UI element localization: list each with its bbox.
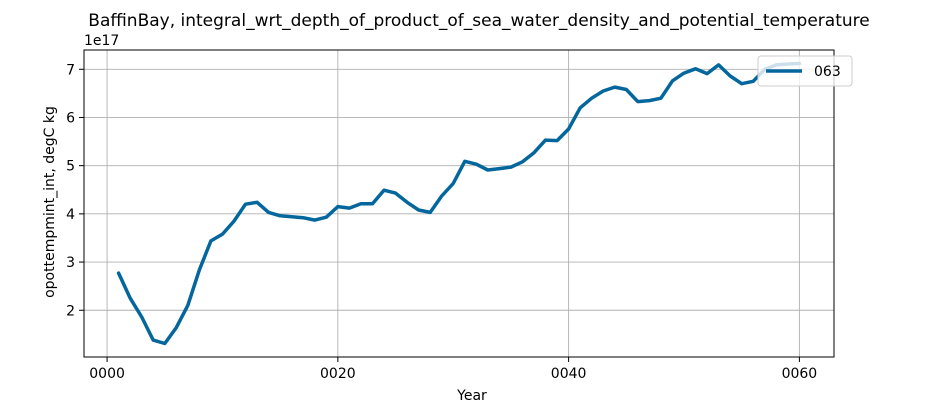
plot-frame bbox=[83, 49, 835, 358]
series-layer bbox=[116, 61, 802, 346]
y-axis-label: opottempmint_int, degC kg bbox=[42, 106, 58, 298]
y-offset-label: 1e17 bbox=[84, 33, 119, 49]
series-line bbox=[116, 61, 802, 346]
y-tick-label: 6 bbox=[66, 110, 75, 126]
y-axis: 2 3 4 5 6 7 bbox=[66, 62, 84, 319]
x-tick-label: 0040 bbox=[551, 366, 587, 382]
y-tick-label: 3 bbox=[66, 255, 75, 271]
x-axis: 0000 0020 0040 0060 bbox=[89, 357, 817, 382]
grid-lines bbox=[84, 50, 834, 357]
y-tick-label: 4 bbox=[66, 207, 75, 223]
legend-box bbox=[757, 55, 853, 87]
x-tick-label: 0060 bbox=[782, 366, 818, 382]
legend: 063 bbox=[757, 55, 853, 87]
chart-title: BaffinBay, integral_wrt_depth_of_product… bbox=[88, 11, 869, 31]
y-tick-label: 2 bbox=[66, 303, 75, 319]
x-tick-label: 0000 bbox=[89, 366, 125, 382]
x-axis-label: Year bbox=[456, 388, 487, 404]
y-tick-label: 7 bbox=[66, 62, 75, 78]
legend-series-label: 063 bbox=[814, 64, 841, 80]
y-tick-label: 5 bbox=[66, 159, 75, 175]
x-tick-label: 0020 bbox=[320, 366, 356, 382]
